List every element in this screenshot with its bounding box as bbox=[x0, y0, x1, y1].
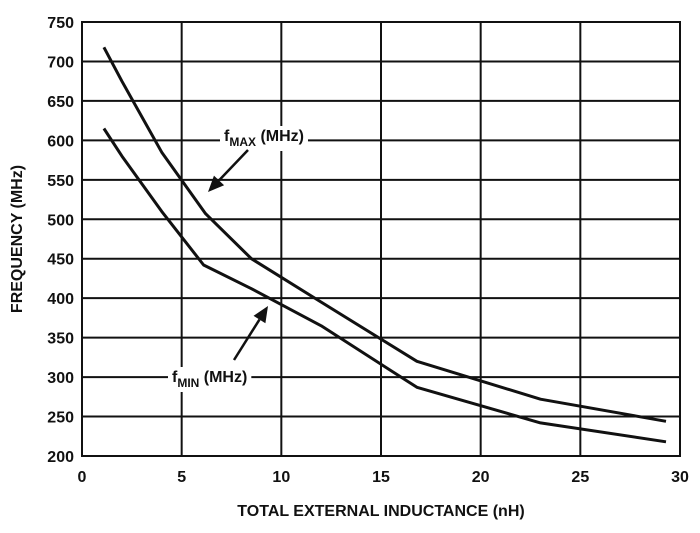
y-tick-label: 500 bbox=[47, 212, 74, 229]
fmin-arrow bbox=[232, 318, 261, 361]
y-tick-label: 300 bbox=[47, 370, 74, 387]
plot-frame bbox=[81, 21, 681, 457]
fmax-arrow bbox=[218, 149, 249, 182]
series-line-fmin bbox=[102, 127, 667, 444]
fmin-label-background bbox=[168, 367, 252, 392]
y-tick-label: 400 bbox=[47, 291, 74, 308]
x-tick-label: 20 bbox=[472, 469, 490, 486]
y-tick-label: 600 bbox=[47, 133, 74, 150]
y-tick-label: 700 bbox=[47, 54, 74, 71]
y-axis-title: FREQUENCY (MHz) bbox=[9, 165, 26, 313]
fmin-label-tail: (MHz) bbox=[199, 369, 247, 386]
series-line-fmax bbox=[102, 46, 667, 423]
fmax-annotation: fMAX (MHz) bbox=[208, 126, 308, 192]
y-tick-label: 450 bbox=[47, 252, 74, 269]
fmax-label-background bbox=[220, 126, 308, 151]
fmin-label: fMIN (MHz) bbox=[172, 369, 247, 390]
fmax-label-tail: (MHz) bbox=[256, 128, 304, 145]
fmin-annotation: fMIN (MHz) bbox=[168, 306, 268, 392]
x-tick-label: 5 bbox=[177, 469, 186, 486]
series-annotations: fMAX (MHz) fMIN (MHz) bbox=[168, 126, 308, 392]
fmin-label-sub: MIN bbox=[177, 376, 199, 390]
x-tick-label: 15 bbox=[372, 469, 390, 486]
x-tick-label: 10 bbox=[272, 469, 290, 486]
x-tick-label: 30 bbox=[671, 469, 689, 486]
fmin-label-main: f bbox=[172, 369, 178, 386]
fmax-label: fMAX (MHz) bbox=[224, 128, 304, 149]
series-lines bbox=[102, 46, 667, 444]
y-tick-label: 350 bbox=[47, 331, 74, 348]
fmax-label-sub: MAX bbox=[229, 135, 256, 149]
plot-border bbox=[81, 21, 681, 457]
y-tick-label: 250 bbox=[47, 410, 74, 427]
fmax-label-main: f bbox=[224, 128, 230, 145]
tick-labels: 0 5 10 15 20 25 30 200 250 300 350 400 450 500 550 600 6… bbox=[47, 15, 689, 486]
grid-lines bbox=[81, 21, 681, 457]
fmin-arrow-head bbox=[253, 306, 268, 324]
y-tick-label: 650 bbox=[47, 94, 74, 111]
y-tick-label: 550 bbox=[47, 173, 74, 190]
fmax-arrow-head bbox=[208, 175, 225, 192]
x-axis-title: TOTAL EXTERNAL INDUCTANCE (nH) bbox=[237, 503, 524, 520]
x-tick-label: 0 bbox=[78, 469, 87, 486]
x-tick-label: 25 bbox=[571, 469, 589, 486]
y-tick-label: 200 bbox=[47, 449, 74, 466]
y-tick-label: 750 bbox=[47, 15, 74, 32]
